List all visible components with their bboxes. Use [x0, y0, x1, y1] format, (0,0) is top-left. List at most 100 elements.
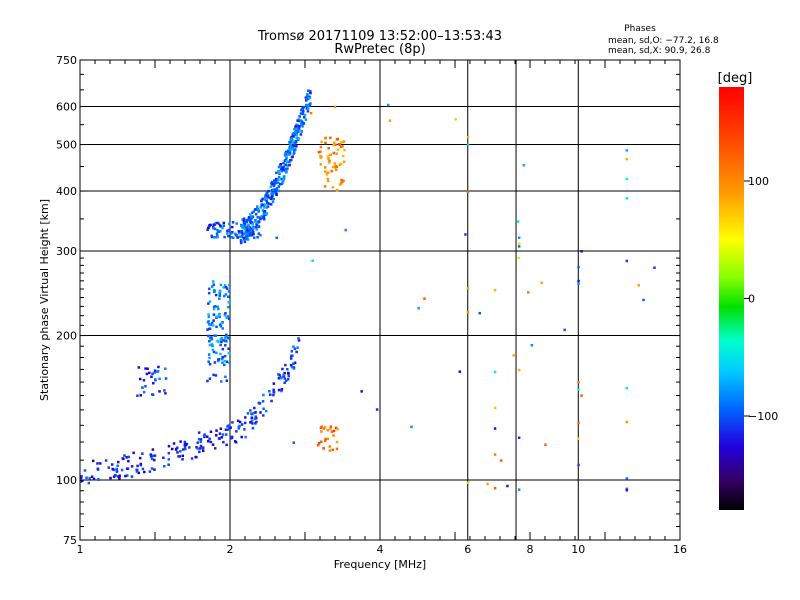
data-point: [319, 150, 322, 153]
data-point: [224, 312, 227, 315]
data-point: [642, 298, 645, 302]
data-point: [324, 136, 328, 140]
data-point: [334, 426, 338, 430]
data-point: [300, 108, 303, 112]
data-point: [125, 467, 129, 470]
colorbar: [719, 87, 744, 510]
data-point: [466, 135, 470, 139]
data-point: [266, 190, 269, 193]
data-point: [219, 343, 222, 347]
data-point: [258, 216, 261, 219]
data-point: [292, 366, 296, 369]
data-point: [224, 333, 228, 337]
data-point: [410, 425, 413, 429]
data-point: [262, 414, 265, 417]
data-point: [277, 373, 280, 376]
data-point: [261, 197, 264, 201]
data-point: [216, 315, 219, 318]
data-point: [167, 458, 171, 461]
data-point: [174, 448, 178, 451]
data-point: [301, 111, 305, 115]
data-point: [288, 152, 292, 155]
data-point: [292, 345, 295, 348]
data-point: [280, 388, 284, 391]
data-point: [256, 216, 259, 219]
data-point: [190, 457, 194, 460]
data-point: [299, 119, 303, 122]
data-point: [226, 232, 229, 235]
data-point: [544, 443, 547, 446]
data-point: [264, 212, 268, 215]
data-point: [281, 181, 284, 184]
data-point: [296, 126, 299, 130]
data-point: [176, 446, 179, 449]
data-point: [240, 423, 244, 426]
data-point: [333, 105, 337, 109]
data-point: [526, 291, 530, 294]
data-point: [530, 343, 534, 347]
data-point: [263, 198, 266, 201]
data-point: [167, 444, 171, 448]
data-point: [224, 286, 228, 289]
data-point: [290, 350, 294, 353]
data-point: [210, 338, 214, 341]
data-point: [228, 361, 231, 365]
data-point: [577, 463, 580, 467]
data-point: [295, 350, 298, 354]
data-point: [80, 479, 84, 483]
data-point: [213, 227, 217, 231]
data-point: [334, 168, 338, 172]
data-point: [270, 194, 274, 198]
data-point: [217, 358, 220, 361]
data-point: [212, 305, 216, 309]
data-point: [309, 111, 313, 115]
data-point: [333, 162, 337, 165]
data-point: [145, 372, 149, 376]
data-point: [319, 426, 323, 429]
data-point: [104, 459, 108, 462]
data-point: [250, 215, 253, 218]
data-point: [294, 130, 297, 134]
data-point: [153, 378, 157, 381]
data-point: [235, 234, 238, 237]
data-point: [522, 163, 526, 167]
data-point: [290, 135, 293, 139]
data-point: [117, 460, 120, 464]
data-point: [341, 154, 345, 158]
data-point: [88, 476, 91, 480]
data-point: [277, 185, 281, 189]
data-point: [625, 149, 629, 152]
data-point: [164, 367, 167, 370]
data-point: [283, 371, 286, 375]
data-point: [255, 420, 258, 424]
data-point: [493, 370, 497, 374]
data-point: [242, 232, 246, 235]
data-point: [247, 230, 250, 233]
data-point: [266, 205, 270, 208]
data-point: [206, 328, 209, 331]
data-point: [289, 140, 292, 144]
data-point: [302, 116, 306, 119]
data-point: [227, 351, 231, 355]
data-point: [306, 93, 309, 96]
data-point: [259, 411, 262, 414]
data-point: [207, 334, 210, 338]
data-point: [275, 236, 278, 240]
data-point: [322, 447, 325, 450]
data-point: [226, 305, 230, 309]
data-point: [141, 386, 144, 389]
data-point: [326, 177, 330, 181]
data-point: [96, 477, 100, 481]
data-point: [138, 456, 142, 460]
data-point: [272, 388, 275, 392]
data-point: [297, 130, 300, 133]
data-point: [153, 369, 157, 372]
data-point: [236, 236, 239, 239]
data-point: [223, 235, 226, 239]
data-point: [292, 135, 295, 138]
data-point: [157, 365, 160, 369]
data-point: [257, 401, 261, 405]
data-point: [218, 432, 222, 435]
data-point: [144, 367, 147, 370]
data-point: [151, 448, 155, 451]
